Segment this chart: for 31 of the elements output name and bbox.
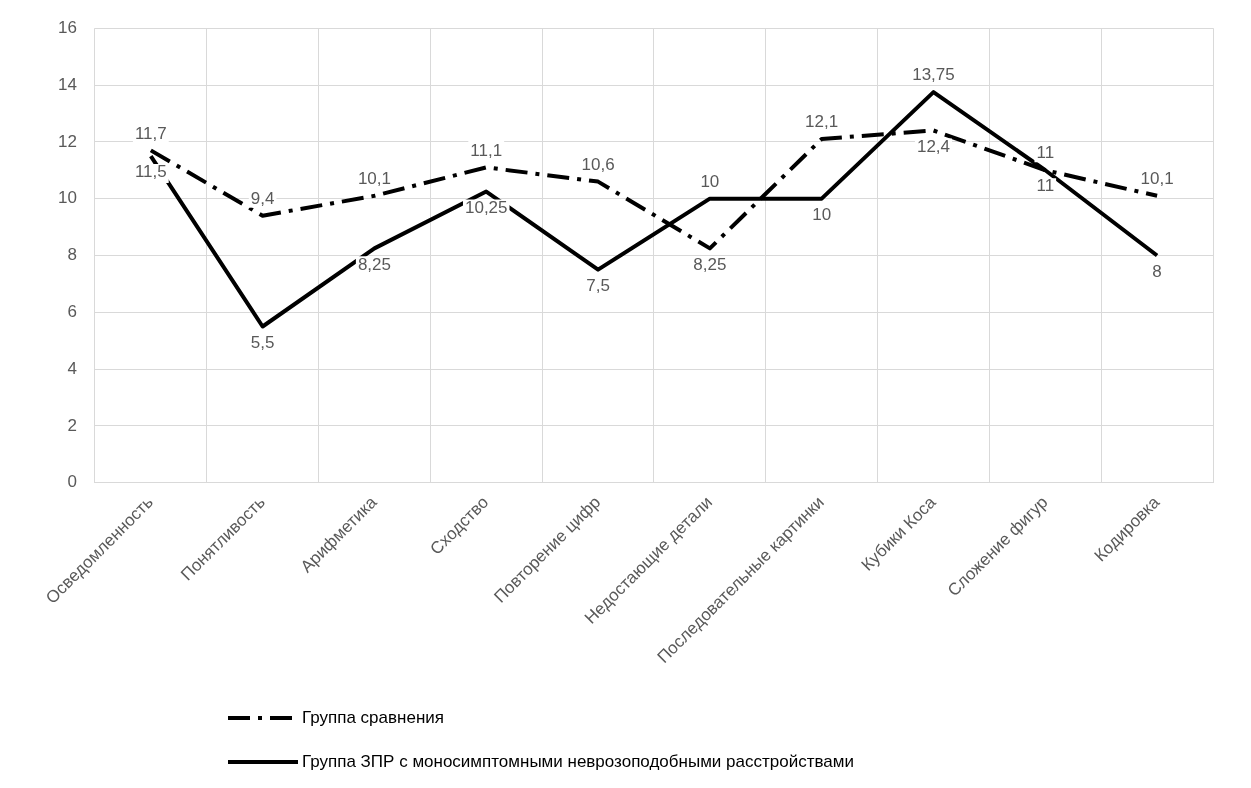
- data-label: 10,1: [357, 169, 391, 188]
- y-tick-label: 0: [67, 472, 77, 492]
- data-label: 11,1: [470, 140, 503, 160]
- data-label: 8: [1152, 261, 1162, 281]
- data-label: 10: [812, 204, 832, 224]
- data-label: 8,25: [357, 254, 391, 274]
- data-label: 5,5: [250, 332, 275, 352]
- legend-label: Группа сравнения: [302, 707, 444, 727]
- data-label: 10,1: [1140, 169, 1174, 188]
- y-tick-label: 6: [67, 301, 77, 321]
- data-label: 11: [1036, 176, 1055, 196]
- data-label: 11,7: [134, 123, 167, 143]
- data-label: 10,25: [464, 197, 508, 217]
- data-label: 11: [1036, 143, 1055, 163]
- legend-label: Группа ЗПР с моносимптомными неврозоподобными расстройствами: [302, 751, 854, 771]
- data-label: 7,5: [586, 275, 610, 295]
- data-label: 12,1: [805, 112, 839, 132]
- y-tick-label: 2: [67, 415, 77, 435]
- data-label: 11,5: [134, 162, 167, 182]
- y-tick-label: 14: [57, 74, 77, 94]
- y-tick-label: 10: [57, 188, 77, 208]
- y-tick-label: 4: [67, 358, 77, 378]
- data-label: 12,4: [916, 136, 951, 156]
- data-label: 10,6: [581, 154, 615, 174]
- data-label: 13,75: [912, 65, 955, 85]
- data-label: 9,4: [250, 188, 275, 208]
- data-label: 8,25: [693, 254, 727, 274]
- y-tick-label: 16: [57, 17, 77, 37]
- data-label: 10: [700, 171, 720, 191]
- y-tick-label: 12: [57, 131, 77, 151]
- y-tick-label: 8: [67, 245, 77, 265]
